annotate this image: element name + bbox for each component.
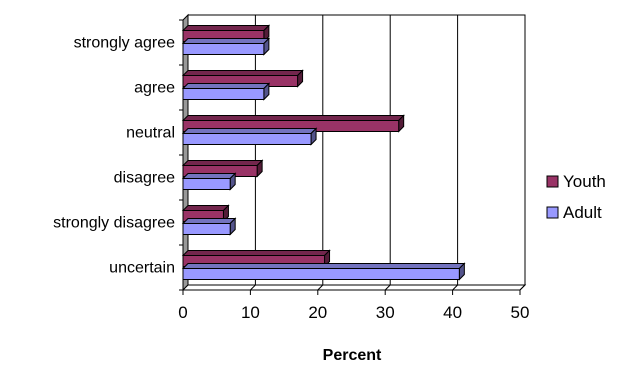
plot-side-wall [182, 13, 189, 292]
bar-youth-agree [181, 69, 304, 88]
legend-label-youth: Youth [563, 172, 606, 191]
bar-top-face [181, 205, 230, 211]
x-tick-label: 0 [178, 303, 187, 322]
bar-top-face [181, 263, 466, 269]
bar-adult-neutral [181, 127, 318, 146]
floor-gridline [452, 284, 458, 291]
bar-top-face [181, 173, 237, 179]
bar-youth-neutral [181, 114, 405, 133]
legend-label-adult: Adult [563, 203, 602, 222]
bars [181, 24, 466, 281]
legend: Youth Adult [546, 172, 606, 222]
floor-gridline [250, 284, 256, 291]
bar-top-face [181, 25, 271, 31]
x-tick-label: 20 [308, 303, 327, 322]
legend-swatch-adult [546, 206, 559, 219]
legend-swatch-youth [546, 175, 559, 188]
bar-youth-strongly-disagree [181, 204, 230, 223]
plot-back-wall [187, 14, 526, 286]
bar-top-face [181, 70, 304, 76]
category-label: disagree [114, 170, 175, 187]
bar-top-face [181, 128, 318, 134]
bar-front-face [182, 43, 265, 55]
category-label: uncertain [109, 260, 175, 277]
bar-top-face [181, 115, 405, 121]
bar-top-face [181, 250, 331, 256]
x-tick-label: 30 [376, 303, 395, 322]
floor-gridline [519, 284, 526, 291]
bar-front-face [182, 178, 231, 190]
category-label: strongly disagree [53, 215, 175, 232]
bar-top-face [181, 160, 264, 166]
x-tick-label: 50 [511, 303, 530, 322]
bar-adult-uncertain [181, 262, 466, 281]
bar-adult-disagree [181, 172, 237, 191]
bar-front-face [182, 223, 231, 235]
bar-youth-uncertain [181, 249, 331, 268]
category-label: agree [134, 80, 175, 97]
bar-top-face [181, 38, 271, 44]
x-tick-label: 40 [443, 303, 462, 322]
bar-front-face [182, 133, 312, 145]
floor-gridline [384, 284, 391, 291]
bar-adult-strongly-disagree [181, 217, 237, 236]
bar-adult-agree [181, 82, 271, 101]
bar-front-face [182, 88, 265, 100]
category-labels: strongly agree agree neutral disagree strong… [53, 35, 175, 277]
x-axis-title: Percent [323, 347, 382, 364]
plot-floor [181, 284, 527, 291]
x-tick-label: 10 [241, 303, 260, 322]
bar-top-face [181, 83, 271, 89]
bar-youth-disagree [181, 159, 264, 178]
category-label: strongly agree [74, 35, 175, 52]
bar-adult-strongly-agree [181, 37, 271, 56]
bar-front-face [182, 268, 460, 280]
floor-gridline [317, 284, 324, 291]
bar-top-face [181, 218, 237, 224]
x-tick-labels: 0 10 20 30 40 50 [178, 303, 529, 322]
category-label: neutral [126, 125, 175, 142]
